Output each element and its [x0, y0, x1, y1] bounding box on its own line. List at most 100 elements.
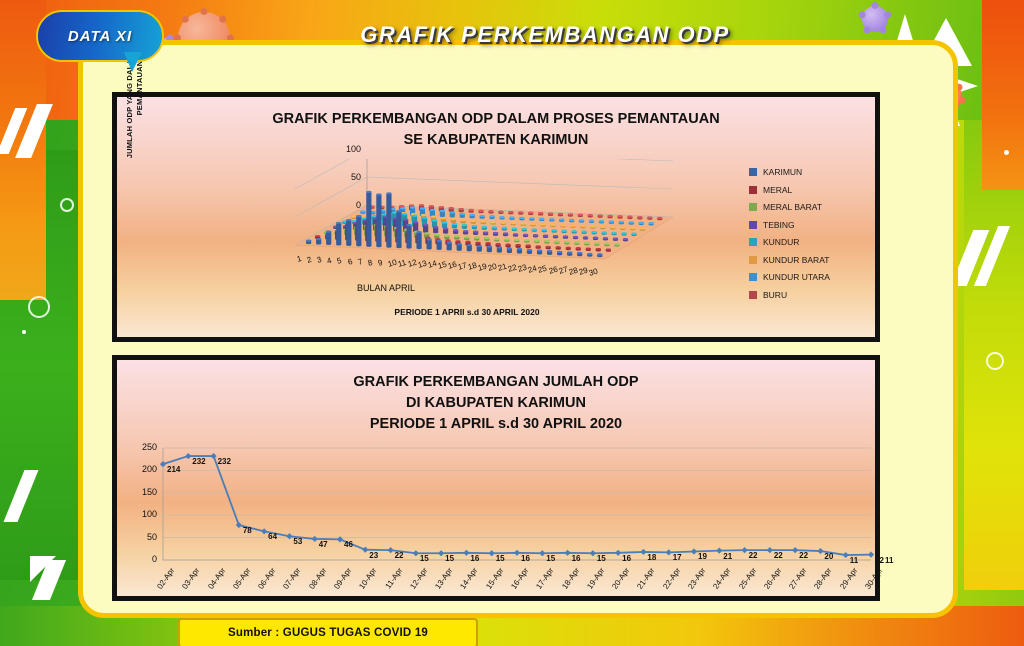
- chart2-trailing-label: 11: [885, 555, 894, 565]
- decor-ring: [60, 198, 74, 212]
- legend-item[interactable]: MERAL BARAT: [749, 202, 867, 212]
- chart2-y-tick: 50: [146, 531, 157, 542]
- chart2-data-point: [690, 548, 698, 555]
- chart2-data-point: [286, 533, 293, 540]
- chart2-point-label: 16: [571, 553, 581, 563]
- decor-triangle: [896, 14, 914, 44]
- chart2-plot-area: 0 50 100 150 200 250 214 232 232 78 64 53 47 46 23 22 1…: [117, 442, 894, 602]
- chart2-data-point: [741, 547, 748, 554]
- legend-swatch: [749, 273, 757, 281]
- chart1-x-tick: 30: [587, 266, 599, 278]
- chart2-title-block: GRAFIK PERKEMBANGAN JUMLAH ODP DI KABUPA…: [117, 360, 875, 435]
- chart-panel-line: GRAFIK PERKEMBANGAN JUMLAH ODP DI KABUPA…: [112, 355, 893, 601]
- chart2-point-label: 20: [824, 552, 834, 562]
- legend-label: KUNDUR UTARA: [763, 272, 830, 282]
- chart1-bars-3d: [275, 159, 675, 271]
- chart2-data-point: [235, 521, 242, 529]
- chart2-point-label: 22: [394, 551, 404, 561]
- chart1-x-tick: 27: [557, 264, 569, 277]
- legend-swatch: [749, 220, 757, 229]
- legend-item[interactable]: KARIMUN: [749, 167, 867, 177]
- chart2-point-label: 22: [773, 551, 783, 561]
- chart2-data-point: [615, 549, 622, 556]
- decor-ring: [986, 352, 1004, 370]
- chart2-subtitle2: PERIODE 1 APRIL s.d 30 APRIL 2020: [369, 416, 623, 432]
- legend-item[interactable]: KUNDUR UTARA: [749, 272, 867, 282]
- chart2-y-tick: 100: [141, 509, 157, 520]
- chart2-point-label: 53: [293, 537, 303, 547]
- legend-swatch: [749, 290, 757, 299]
- chart1-plot-area: JUMLAH ODP YANG DALAM PROSES PEMANTAUAN …: [117, 18, 885, 345]
- data-badge-label: DATA XI: [67, 27, 133, 45]
- chart2-data-point: [311, 535, 318, 543]
- virus-icon: [857, 2, 893, 35]
- chart2-y-tick: 0: [151, 554, 157, 564]
- chart2-point-label: 12: [875, 555, 884, 565]
- page-title: GRAFIK PERKEMBANGAN ODP: [360, 22, 730, 47]
- chart2-y-tick: 250: [141, 442, 157, 452]
- legend-swatch: [749, 238, 757, 246]
- chart2-data-point: [513, 549, 521, 556]
- chart2-data-point: [463, 549, 470, 556]
- chart2-data-point: [867, 551, 875, 558]
- chart2-point-label: 78: [242, 526, 252, 536]
- chart2-point-label: 15: [596, 554, 606, 564]
- chart1-x-axis-label: BULAN APRIL: [357, 283, 416, 293]
- chart2-line-svg: [159, 447, 875, 561]
- chart2-data-point: [185, 452, 192, 460]
- chart2-title: GRAFIK PERKEMBANGAN JUMLAH ODP: [353, 374, 639, 390]
- chart2-point-label: 46: [344, 540, 353, 550]
- chart2-data-point: [640, 548, 647, 556]
- chart2-point-label: 15: [546, 554, 556, 564]
- chart2-data-point: [665, 549, 672, 556]
- chart1-title: GRAFIK PERKEMBANGAN ODP DALAM PROSES PEM…: [272, 111, 720, 127]
- legend-swatch: [749, 168, 757, 176]
- legend-swatch: [749, 255, 757, 264]
- chart2-point-label: 64: [268, 532, 278, 542]
- chart1-period-note: PERIODE 1 APRIl s.d 30 APRIL 2020: [394, 307, 540, 317]
- legend-item[interactable]: KUNDUR BARAT: [749, 255, 867, 265]
- chart2-data-point: [261, 528, 268, 535]
- chart2-point-label: 16: [622, 553, 632, 563]
- chart2-point-label: 21: [723, 551, 733, 561]
- chart2-data-point: [539, 550, 546, 557]
- chart2-point-label: 214: [167, 465, 181, 475]
- legend-label: TEBING: [763, 219, 795, 230]
- legend-label: KUNDUR BARAT: [763, 254, 830, 265]
- legend-item[interactable]: BURU: [749, 290, 867, 300]
- chart-panel-bar3d: GRAFIK PERKEMBANGAN ODP DALAM PROSES PEM…: [112, 18, 880, 342]
- legend-label: KUNDUR: [763, 237, 800, 247]
- chart2-data-point: [842, 551, 849, 559]
- chart2-data-point: [564, 549, 571, 556]
- chart2-point-label: 232: [217, 457, 231, 467]
- chart2-data-point: [412, 550, 419, 557]
- legend-label: MERAL: [763, 184, 793, 195]
- chart2-data-point: [159, 461, 167, 468]
- chart2-data-point: [336, 536, 344, 543]
- legend-item[interactable]: TEBING: [749, 220, 867, 230]
- data-badge: DATA XI: [36, 10, 164, 72]
- legend-swatch: [749, 185, 757, 194]
- chart1-x-tick: 28: [567, 265, 579, 277]
- chart2-data-point: [387, 547, 394, 554]
- chart1-x-tick: 29: [577, 265, 589, 277]
- chart2-point-label: 22: [748, 551, 758, 561]
- data-badge-tail: [124, 52, 142, 72]
- chart2-point-label: 232: [192, 457, 206, 467]
- chart1-y-tick: 50: [350, 172, 361, 182]
- legend-item[interactable]: MERAL: [749, 185, 867, 195]
- decor-dot: [1004, 150, 1009, 155]
- chart2-data-point: [817, 547, 824, 555]
- chart2-data-point: [362, 546, 369, 553]
- chart2-data-point: [792, 547, 799, 554]
- decor-triangle: [30, 556, 56, 582]
- legend-item[interactable]: KUNDUR: [749, 237, 867, 247]
- chart2-data-point: [210, 452, 217, 460]
- chart1-subtitle: SE KABUPATEN KARIMUN: [403, 132, 589, 148]
- chart1-y-tick: 100: [345, 144, 361, 154]
- chart1-title-block: GRAFIK PERKEMBANGAN ODP DALAM PROSES PEM…: [117, 97, 875, 151]
- chart2-point-label: 16: [521, 553, 530, 563]
- chart2-point-label: 11: [849, 556, 859, 566]
- chart2-data-point: [488, 550, 495, 557]
- source-label: Sumber : GUGUS TUGAS COVID 19: [227, 627, 429, 639]
